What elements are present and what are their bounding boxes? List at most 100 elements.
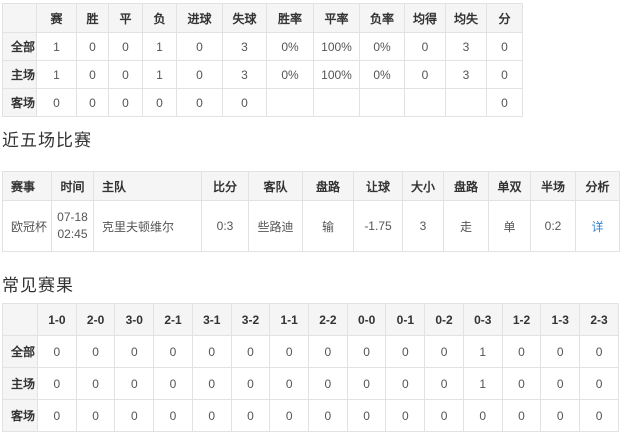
analysis-detail-link[interactable]: 详 [591, 219, 604, 234]
match-score-cell: 0:3 [201, 200, 249, 252]
stats-row-label: 主场 [2, 60, 37, 89]
stats-cell: 0 [36, 88, 77, 117]
stats-col-header: 胜率 [266, 3, 314, 33]
match-handicap-cell: -1.75 [353, 200, 403, 252]
common-results-title: 常见赛果 [2, 276, 74, 295]
match-analysis-cell: 详 [575, 200, 620, 252]
stats-cell: 1 [142, 60, 177, 89]
stats-col-header: 负率 [359, 3, 405, 33]
match-time: 02:45 [57, 227, 88, 241]
match-col-header: 半场 [530, 171, 576, 201]
common-results-header-row: 1-0 2-0 3-0 2-1 3-1 3-2 1-1 2-2 0-0 0-1 0-2 0-3 1-2 1… [2, 303, 619, 336]
overall-stats-body: 全部 1 0 0 1 0 3 0% 100% 0% 0 3 0 主场 1 0 0 1 0 3 0% 100% 0% 0 3 0 客场… [2, 32, 523, 117]
result-cell: 0 [230, 367, 271, 400]
stats-cell: 0 [108, 60, 143, 89]
match-col-header: 让球 [353, 171, 403, 201]
result-cell: 0 [230, 399, 271, 432]
result-cell: 0 [424, 335, 464, 368]
result-cell: 0 [75, 367, 116, 400]
stats-cell: 3 [445, 32, 487, 61]
result-row: 主场 0 0 0 0 0 0 0 0 0 0 0 1 0 0 0 [2, 367, 619, 400]
result-cell: 1 [462, 367, 503, 400]
match-half-score-cell: 0:2 [530, 200, 576, 252]
result-cell: 0 [114, 367, 155, 400]
result-cell: 0 [385, 335, 426, 368]
result-cell: 0 [579, 335, 619, 368]
recent-matches-title: 近五场比赛 [2, 131, 92, 150]
stats-cell: 0 [404, 32, 446, 61]
common-results-table: 1-0 2-0 3-0 2-1 3-1 3-2 1-1 2-2 0-0 0-1 0-2 0-3 1-2 1… [2, 303, 619, 432]
stats-row-label: 客场 [2, 88, 37, 117]
result-col-header: 0-1 [385, 303, 426, 336]
result-cell: 0 [269, 367, 310, 400]
stats-cell [404, 88, 446, 117]
stats-cell: 0 [176, 60, 223, 89]
match-home-team-cell: 克里夫顿维尔 [93, 200, 202, 252]
stats-row-label: 全部 [2, 32, 37, 61]
stats-cell: 0% [266, 60, 314, 89]
match-total-goals-cell: 3 [402, 200, 444, 252]
result-row: 客场 0 0 0 0 0 0 0 0 0 0 0 0 0 0 0 [2, 399, 619, 432]
stats-cell [359, 88, 405, 117]
stats-row: 客场 0 0 0 0 0 0 0 [2, 88, 523, 117]
result-cell: 0 [308, 399, 348, 432]
result-cell: 0 [153, 399, 193, 432]
result-cell: 1 [462, 335, 503, 368]
result-cell: 0 [346, 335, 387, 368]
match-away-team-cell: 些路迪 [248, 200, 303, 252]
result-cell: 0 [424, 399, 464, 432]
stats-cell [266, 88, 314, 117]
match-col-header: 分析 [575, 171, 620, 201]
stats-cell: 0 [176, 32, 223, 61]
stats-col-header: 失球 [222, 3, 267, 33]
stats-cell: 0 [76, 60, 109, 89]
stats-cell: 0 [176, 88, 223, 117]
result-cell: 0 [308, 367, 348, 400]
result-cell: 0 [75, 399, 116, 432]
result-cell: 0 [114, 399, 155, 432]
match-col-header: 大小 [402, 171, 444, 201]
stats-cell: 1 [142, 32, 177, 61]
stats-cell: 3 [445, 60, 487, 89]
result-col-header: 0-3 [462, 303, 503, 336]
recent-matches-header-row: 赛事 时间 主队 比分 客队 盘路 让球 大小 盘路 单双 半场 分析 [2, 171, 620, 201]
result-row: 全部 0 0 0 0 0 0 0 0 0 0 0 1 0 0 0 [2, 335, 619, 368]
stats-cell [445, 88, 487, 117]
recent-matches-table: 赛事 时间 主队 比分 客队 盘路 让球 大小 盘路 单双 半场 分析 欧冠杯 07-18 02:45 克里… [2, 171, 620, 252]
result-col-header: 2-1 [153, 303, 193, 336]
result-cell: 0 [346, 399, 387, 432]
match-row: 欧冠杯 07-18 02:45 克里夫顿维尔 0:3 些路迪输 -1.75 3 走单 0:2 详 [2, 200, 620, 252]
stats-cell: 0 [142, 88, 177, 117]
result-cell: 0 [579, 399, 619, 432]
stats-col-header: 平率 [313, 3, 360, 33]
common-results-body: 全部 0 0 0 0 0 0 0 0 0 0 0 1 0 0 0 主场 0 0 0 0 0 0 0 0 0 0 0 1 0 0 0 客场 0 0 0 0… [2, 335, 619, 432]
result-col-header: 3-2 [230, 303, 271, 336]
match-col-header: 赛事 [2, 171, 52, 201]
result-cell: 0 [501, 367, 542, 400]
result-cell: 0 [579, 367, 619, 400]
result-col-header: 1-3 [540, 303, 581, 336]
stats-cell [313, 88, 360, 117]
result-row-label: 全部 [2, 335, 38, 368]
result-cell: 0 [37, 399, 77, 432]
match-col-header: 时间 [51, 171, 94, 201]
match-date: 07-18 [57, 210, 88, 224]
result-cell: 0 [540, 335, 581, 368]
stats-col-header: 平 [108, 3, 143, 33]
result-cell: 0 [153, 335, 193, 368]
result-cell: 0 [75, 335, 116, 368]
result-col-header: 1-0 [37, 303, 77, 336]
stats-cell: 0 [76, 32, 109, 61]
result-col-header: 0-0 [346, 303, 387, 336]
result-row-label: 主场 [2, 367, 38, 400]
stats-col-header: 均得 [404, 3, 446, 33]
result-cell: 0 [191, 335, 232, 368]
result-cell: 0 [308, 335, 348, 368]
result-col-header: 2-0 [75, 303, 116, 336]
stats-col-header: 均失 [445, 3, 487, 33]
overall-stats-header-row: 赛胜平负进球 失球 胜率 平率 负率 均得 均失分 [2, 3, 523, 33]
stats-cell: 0 [76, 88, 109, 117]
stats-cell: 0% [266, 32, 314, 61]
result-cell: 0 [501, 399, 542, 432]
stats-cell: 0 [486, 60, 523, 89]
